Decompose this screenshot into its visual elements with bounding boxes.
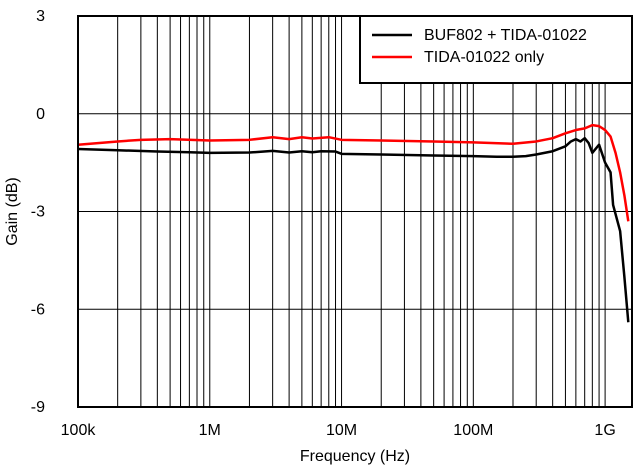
x-tick-label: 100M (453, 422, 493, 439)
y-axis-ticks: 3 0 -3 -6 -9 (31, 8, 45, 416)
legend-box (359, 15, 633, 84)
x-axis-ticks: 100k 1M 10M 100M 1G (61, 422, 616, 439)
legend-label: BUF802 + TIDA-01022 (424, 27, 587, 44)
y-tick-label: 3 (36, 8, 45, 25)
y-tick-label: 0 (36, 106, 45, 123)
y-tick-label: -3 (31, 204, 45, 221)
plot-frame (77, 15, 633, 408)
series-line-1 (77, 136, 630, 323)
x-tick-label: 100k (61, 422, 97, 439)
x-tick-label: 1G (594, 422, 615, 439)
legend-label: TIDA-01022 only (424, 49, 544, 66)
series-line-2 (77, 123, 630, 222)
legend: BUF802 + TIDA-01022 TIDA-01022 only (359, 15, 633, 84)
x-axis-label: Frequency (Hz) (300, 448, 410, 465)
series-lines (77, 123, 630, 323)
y-axis-label: Gain (dB) (4, 177, 21, 245)
x-tick-label: 10M (326, 422, 357, 439)
x-tick-label: 1M (199, 422, 221, 439)
y-tick-label: -9 (31, 399, 45, 416)
y-tick-label: -6 (31, 301, 45, 318)
grid (78, 16, 632, 407)
